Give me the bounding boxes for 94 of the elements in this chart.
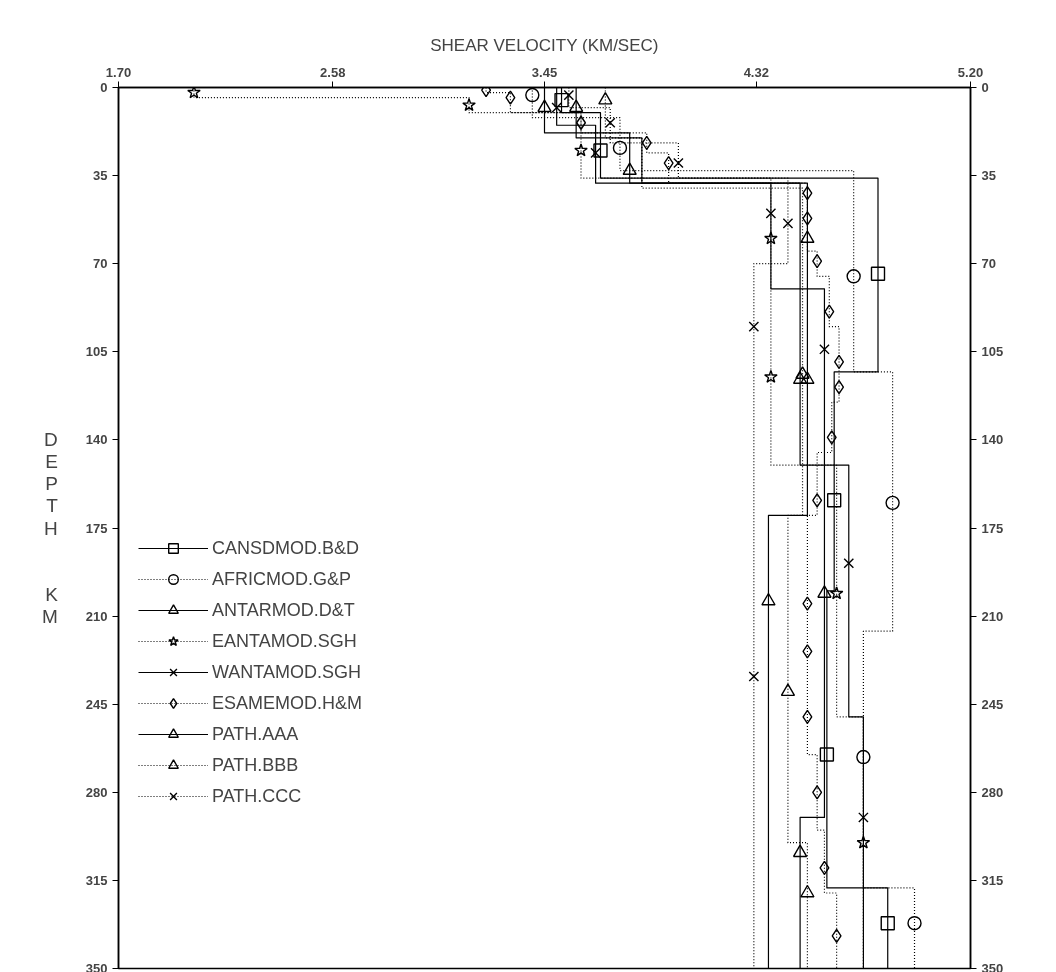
- point: [846, 269, 861, 284]
- point: [812, 785, 823, 800]
- point: [187, 87, 201, 99]
- point: [826, 493, 842, 508]
- legend-label: ESAMEMOD.H&M: [212, 692, 363, 714]
- x-tick-label: 2.58: [320, 64, 346, 80]
- point: [792, 844, 808, 858]
- x-axis-title: SHEAR VELOCITY (KM/SEC): [430, 35, 659, 55]
- point: [598, 91, 613, 105]
- point: [505, 90, 516, 105]
- point: [885, 495, 900, 511]
- point: [907, 916, 922, 931]
- y2-tick-label: 315: [981, 872, 1004, 888]
- y2-tick-label: 105: [981, 344, 1004, 360]
- point: [554, 92, 569, 108]
- point: [800, 884, 815, 898]
- point: [800, 371, 815, 384]
- point: [537, 99, 552, 113]
- y-tick-label: 350: [85, 960, 108, 972]
- y-tick-label: 0: [100, 80, 108, 95]
- legend-label: WANTAMOD.SGH: [212, 661, 361, 683]
- y2-tick-label: 35: [981, 168, 996, 184]
- point: [765, 208, 777, 219]
- y2-tick-label: 280: [981, 784, 1004, 800]
- point: [590, 147, 601, 159]
- point: [817, 585, 832, 598]
- point: [870, 266, 886, 281]
- point: [800, 230, 815, 243]
- y-tick-label: 245: [85, 696, 108, 712]
- point: [575, 115, 587, 130]
- point: [795, 366, 810, 379]
- legend-label: CANSDMOD.B&D: [212, 537, 360, 559]
- point: [764, 231, 778, 245]
- point: [673, 157, 684, 169]
- point: [858, 812, 869, 823]
- point: [802, 644, 813, 659]
- legend-label: EANTAMOD.SGH: [212, 630, 357, 652]
- y-tick-label: 70: [93, 256, 108, 272]
- point: [764, 369, 778, 383]
- legend-label: PATH.BBB: [212, 754, 299, 776]
- x-tick-label: 4.32: [743, 64, 769, 80]
- point: [761, 592, 776, 606]
- point: [792, 371, 808, 384]
- point: [829, 586, 844, 600]
- point: [802, 211, 813, 226]
- legend-label: ANTARMOD.D&T: [212, 599, 355, 621]
- point: [802, 186, 813, 201]
- point: [819, 343, 830, 355]
- point: [568, 99, 584, 113]
- point: [622, 162, 637, 176]
- y-tick-label: 105: [85, 344, 108, 360]
- x-tick-label: 1.70: [105, 64, 132, 80]
- point: [563, 89, 575, 101]
- y2-tick-label: 210: [981, 608, 1004, 624]
- point: [748, 321, 760, 332]
- point: [780, 683, 796, 697]
- point: [819, 747, 835, 762]
- y2-tick-label: 70: [981, 256, 996, 272]
- y-tick-label: 140: [85, 432, 108, 448]
- x-tick-label: 3.45: [531, 64, 558, 80]
- point: [802, 709, 813, 724]
- legend-label: PATH.AAA: [212, 723, 299, 745]
- legend-label: AFRICMOD.G&P: [212, 568, 352, 590]
- y-tick-label: 210: [85, 608, 108, 624]
- legend-label: PATH.CCC: [212, 785, 302, 807]
- point: [748, 671, 760, 682]
- point: [612, 140, 628, 156]
- y-tick-label: 35: [93, 168, 108, 184]
- point: [831, 928, 842, 943]
- y2-tick-label: 350: [981, 960, 1004, 972]
- y2-tick-label: 245: [981, 696, 1004, 712]
- point: [843, 557, 855, 569]
- point: [856, 835, 871, 849]
- point: [856, 749, 871, 765]
- point: [880, 915, 895, 931]
- x-tick-label: 5.20: [957, 64, 984, 80]
- point: [604, 117, 616, 129]
- y-tick-label: 175: [85, 520, 108, 536]
- point: [525, 87, 540, 103]
- y-tick-label: 280: [85, 784, 108, 800]
- y2-tick-label: 0: [981, 80, 989, 95]
- y2-tick-label: 175: [981, 520, 1004, 536]
- y2-tick-label: 140: [981, 432, 1004, 448]
- point: [826, 430, 837, 445]
- text: DEPTH KM: [41, 429, 58, 627]
- point: [574, 143, 588, 157]
- point: [593, 143, 608, 158]
- point: [462, 97, 476, 112]
- point: [551, 102, 562, 113]
- point: [802, 596, 813, 611]
- point: [782, 218, 794, 229]
- point: [812, 493, 823, 508]
- point: [824, 304, 835, 319]
- y-tick-label: 315: [85, 872, 108, 888]
